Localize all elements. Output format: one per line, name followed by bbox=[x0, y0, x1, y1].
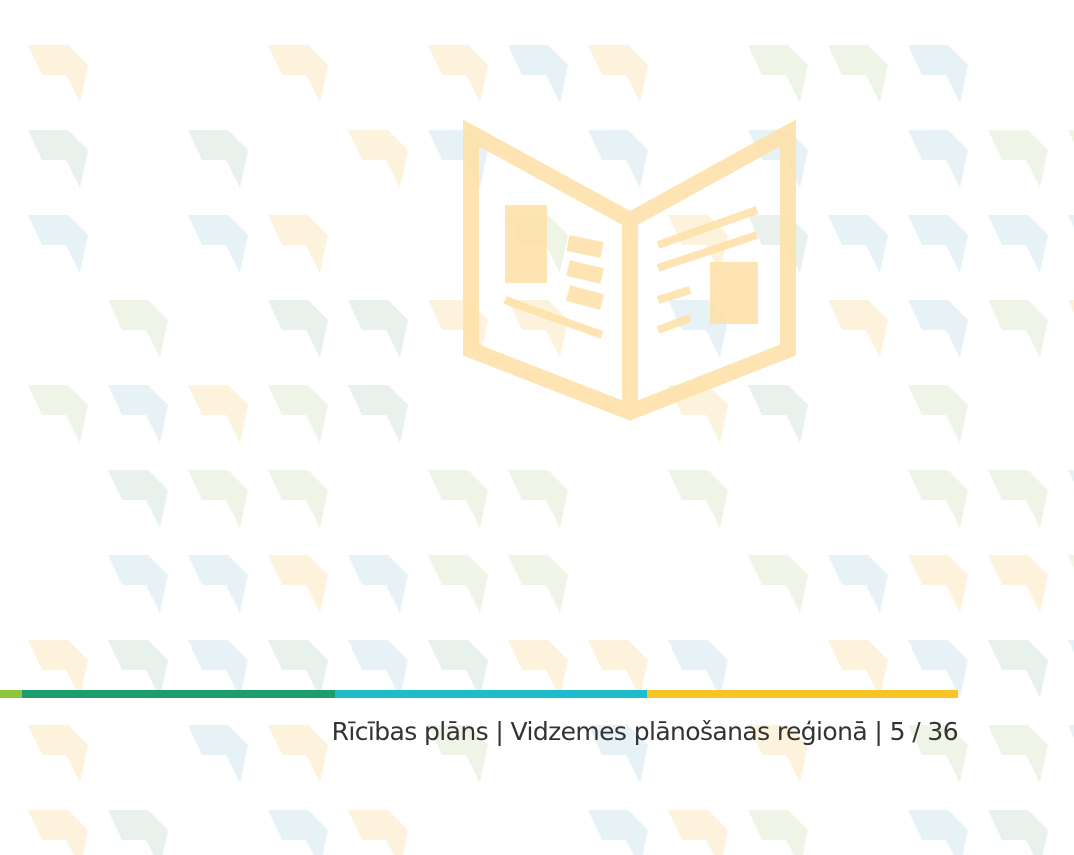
pattern-chevron bbox=[828, 640, 888, 698]
pattern-chevron bbox=[988, 640, 1048, 698]
pattern-chevron bbox=[108, 300, 168, 358]
pattern-chevron bbox=[1068, 640, 1074, 698]
pattern-chevron bbox=[988, 725, 1048, 783]
pattern-chevron bbox=[748, 385, 808, 443]
pattern-chevron bbox=[668, 640, 728, 698]
pattern-chevron bbox=[348, 640, 408, 698]
pattern-chevron bbox=[348, 385, 408, 443]
pattern-chevron bbox=[108, 470, 168, 528]
pattern-chevron bbox=[748, 555, 808, 613]
pattern-chevron bbox=[988, 130, 1048, 188]
book-icon bbox=[471, 133, 788, 412]
pattern-chevron bbox=[348, 810, 408, 855]
pattern-chevron bbox=[988, 470, 1048, 528]
pattern-chevron bbox=[188, 640, 248, 698]
pattern-chevron bbox=[908, 300, 968, 358]
pattern-chevron bbox=[348, 555, 408, 613]
pattern-chevron bbox=[268, 300, 328, 358]
pattern-chevron bbox=[668, 470, 728, 528]
pattern-chevron bbox=[268, 45, 328, 103]
pattern-chevron bbox=[188, 215, 248, 273]
pattern-chevron bbox=[108, 555, 168, 613]
pattern-chevron bbox=[28, 640, 88, 698]
pattern-chevron bbox=[908, 215, 968, 273]
pattern-chevron bbox=[268, 810, 328, 855]
pattern-chevron bbox=[908, 555, 968, 613]
pattern-chevron bbox=[588, 45, 648, 103]
pattern-chevron bbox=[428, 45, 488, 103]
pattern-chevron bbox=[188, 725, 248, 783]
pattern-chevron bbox=[508, 45, 568, 103]
pattern-chevron bbox=[588, 130, 648, 188]
pattern-chevron bbox=[348, 300, 408, 358]
pattern-chevron bbox=[1068, 130, 1074, 188]
pattern-chevron bbox=[508, 470, 568, 528]
page: Rīcības plāns | Vidzemes plānošanas reģi… bbox=[0, 0, 1074, 855]
pattern-chevron bbox=[108, 385, 168, 443]
pattern-chevron bbox=[508, 555, 568, 613]
pattern-chevron bbox=[908, 640, 968, 698]
pattern-chevron bbox=[428, 470, 488, 528]
pattern-chevron bbox=[108, 810, 168, 855]
pattern-chevron bbox=[908, 810, 968, 855]
pattern-chevron bbox=[268, 470, 328, 528]
pattern-chevron bbox=[508, 640, 568, 698]
pattern-chevron bbox=[28, 130, 88, 188]
color-bar bbox=[0, 690, 958, 698]
pattern-chevron bbox=[428, 640, 488, 698]
pattern-chevron bbox=[428, 555, 488, 613]
pattern-chevron bbox=[988, 300, 1048, 358]
pattern-chevron bbox=[908, 385, 968, 443]
pattern-chevron bbox=[828, 300, 888, 358]
pattern-chevron bbox=[668, 810, 728, 855]
pattern-chevron bbox=[28, 215, 88, 273]
pattern-chevron bbox=[828, 215, 888, 273]
pattern-chevron bbox=[108, 640, 168, 698]
pattern-chevron bbox=[348, 130, 408, 188]
pattern-chevron bbox=[988, 215, 1048, 273]
pattern-chevron bbox=[588, 640, 648, 698]
footer-text: Rīcības plāns | Vidzemes plānošanas reģi… bbox=[332, 717, 958, 746]
pattern-chevron bbox=[268, 385, 328, 443]
pattern-chevron bbox=[908, 45, 968, 103]
pattern-chevron bbox=[1068, 725, 1074, 783]
pattern-chevron bbox=[1068, 215, 1074, 273]
pattern-chevron bbox=[188, 555, 248, 613]
pattern-chevron bbox=[908, 130, 968, 188]
pattern-chevron bbox=[188, 385, 248, 443]
pattern-chevron bbox=[188, 470, 248, 528]
pattern-chevron bbox=[28, 45, 88, 103]
pattern-chevron bbox=[588, 810, 648, 855]
pattern-chevron bbox=[748, 810, 808, 855]
pattern-chevron bbox=[908, 470, 968, 528]
pattern-chevron bbox=[268, 215, 328, 273]
pattern-chevron bbox=[988, 555, 1048, 613]
pattern-chevron bbox=[1068, 555, 1074, 613]
pattern-chevron bbox=[748, 45, 808, 103]
pattern-chevron bbox=[828, 45, 888, 103]
pattern-chevron bbox=[268, 555, 328, 613]
pattern-chevron bbox=[28, 810, 88, 855]
pattern-chevron bbox=[268, 640, 328, 698]
pattern-chevron bbox=[1068, 470, 1074, 528]
pattern-chevron bbox=[988, 810, 1048, 855]
pattern-chevron bbox=[268, 725, 328, 783]
pattern-chevron bbox=[28, 385, 88, 443]
pattern-chevron bbox=[828, 555, 888, 613]
pattern-chevron bbox=[28, 725, 88, 783]
pattern-chevron bbox=[1068, 300, 1074, 358]
pattern-chevron bbox=[188, 130, 248, 188]
